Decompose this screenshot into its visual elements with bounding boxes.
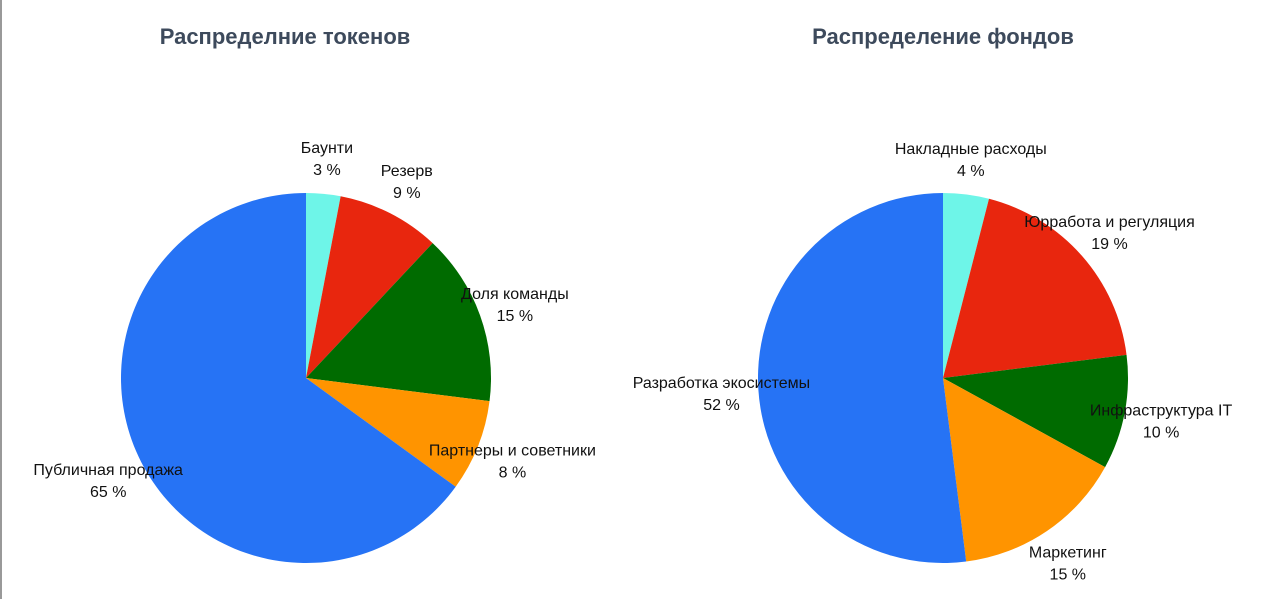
slice-value: 10 %	[1143, 425, 1179, 442]
slice-label: Баунти	[301, 140, 353, 157]
slice-label: Накладные расходы	[895, 141, 1047, 158]
pie-slice	[306, 193, 341, 378]
slice-value: 65 %	[90, 484, 126, 501]
slice-value: 4 %	[957, 163, 985, 180]
pie-slice	[943, 193, 990, 378]
pie-slice	[943, 378, 1106, 562]
slice-label: Инфраструктура IT	[1090, 403, 1233, 420]
pie-slice	[306, 196, 433, 378]
pie-slice	[306, 243, 492, 402]
slice-value: 3 %	[313, 162, 341, 179]
pie-slice	[943, 198, 1127, 378]
slice-value: 8 %	[499, 465, 527, 482]
chart-title: Распределние токенов	[160, 24, 411, 49]
pie-slice	[306, 378, 490, 487]
slice-label: Доля команды	[461, 286, 569, 303]
slice-label: Резерв	[381, 163, 433, 180]
slice-value: 52 %	[703, 397, 739, 414]
slice-value: 15 %	[1050, 567, 1086, 584]
slice-value: 15 %	[497, 308, 533, 325]
chart-title: Распределение фондов	[812, 24, 1074, 49]
slice-label: Юрработа и регуляция	[1024, 214, 1195, 231]
slice-value: 19 %	[1091, 236, 1127, 253]
slice-label: Разработка экосистемы	[633, 375, 810, 392]
slice-label: Публичная продажа	[33, 462, 183, 479]
pie-slice	[943, 354, 1128, 468]
slice-label: Маркетинг	[1029, 545, 1107, 562]
slice-label: Партнеры и советники	[429, 443, 596, 460]
pie-slice	[120, 193, 456, 563]
slice-value: 9 %	[393, 185, 421, 202]
pie-slice	[757, 193, 967, 563]
